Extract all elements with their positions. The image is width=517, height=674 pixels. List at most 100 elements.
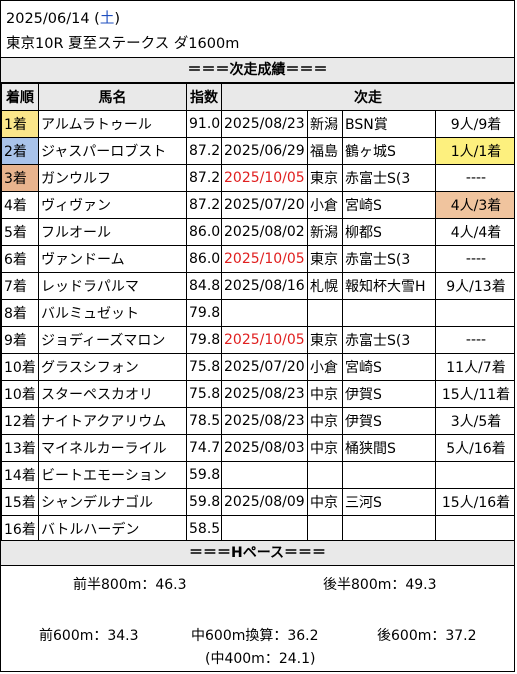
next-race-name: 伊賀S xyxy=(342,380,436,408)
horse-name: マイネルカーライル xyxy=(38,434,187,462)
speed-index: 74.7 xyxy=(186,434,222,462)
pace-last-800: 後半800m：49.3 xyxy=(323,577,437,593)
next-race-name xyxy=(342,461,436,489)
horse-name: ビートエモーション xyxy=(38,461,187,489)
table-row: 8着 バルミュゼット 79.8 xyxy=(1,299,514,327)
table-row: 15着 シャンデルナゴル 59.8 2025/08/09 中京 三河S 15人/16着 xyxy=(1,488,514,516)
horse-name: ヴィヴァン xyxy=(38,191,187,219)
next-race-name: BSN賞 xyxy=(342,110,436,138)
next-race-date xyxy=(221,461,308,489)
next-race-result xyxy=(435,515,514,543)
next-race-result: 3人/5着 xyxy=(435,407,514,435)
col-index-header: 指数 xyxy=(186,83,222,111)
next-race-date: 2025/07/20 xyxy=(221,191,308,219)
next-race-date: 2025/08/23 xyxy=(221,110,308,138)
horse-name: スターペスカオリ xyxy=(38,380,187,408)
next-race-result: 9人/9着 xyxy=(435,110,514,138)
next-race-track: 東京 xyxy=(307,245,343,273)
col-order-header: 着順 xyxy=(1,83,39,111)
finish-order: 15着 xyxy=(1,488,39,516)
speed-index: 87.2 xyxy=(186,191,222,219)
next-race-name xyxy=(342,515,436,543)
col-horse-header: 馬名 xyxy=(38,83,187,111)
next-race-result: ---- xyxy=(435,326,514,354)
horse-name: グラスシフォン xyxy=(38,353,187,381)
table-row: 3着 ガンウルフ 87.2 2025/10/05 東京 赤富士S(3 ---- xyxy=(1,164,514,192)
finish-order: 10着 xyxy=(1,380,39,408)
finish-order: 16着 xyxy=(1,515,39,543)
next-race-date: 2025/10/05 xyxy=(221,326,308,354)
next-race-result: ---- xyxy=(435,164,514,192)
race-date: 2025/06/14 (土) xyxy=(6,7,120,28)
table-row: 13着 マイネルカーライル 74.7 2025/08/03 中京 桶狭間S 5人/16着 xyxy=(1,434,514,462)
next-race-track xyxy=(307,515,343,543)
horse-name: アルムラトゥール xyxy=(38,110,187,138)
horse-name: シャンデルナゴル xyxy=(38,488,187,516)
next-race-track: 中京 xyxy=(307,407,343,435)
speed-index: 87.2 xyxy=(186,137,222,165)
next-race-name: 赤富士S(3 xyxy=(342,164,436,192)
speed-index: 86.0 xyxy=(186,245,222,273)
horse-name: レッドラパルマ xyxy=(38,272,187,300)
speed-index: 58.5 xyxy=(186,515,222,543)
speed-index: 87.2 xyxy=(186,164,222,192)
next-race-track: 小倉 xyxy=(307,353,343,381)
race-date-prefix: 2025/06/14 ( xyxy=(6,11,100,27)
next-race-date: 2025/10/05 xyxy=(221,245,308,273)
next-race-track: 東京 xyxy=(307,164,343,192)
next-race-result: 1人/1着 xyxy=(435,137,514,165)
table-row: 14着 ビートエモーション 59.8 xyxy=(1,461,514,489)
speed-index: 86.0 xyxy=(186,218,222,246)
table-row: 12着 ナイトアクアリウム 78.5 2025/08/23 中京 伊賀S 3人/5着 xyxy=(1,407,514,435)
next-race-date: 2025/08/02 xyxy=(221,218,308,246)
finish-order: 10着 xyxy=(1,353,39,381)
next-race-track xyxy=(307,461,343,489)
speed-index: 59.8 xyxy=(186,488,222,516)
table-row: 1着 アルムラトゥール 91.0 2025/08/23 新潟 BSN賞 9人/9着 xyxy=(1,110,514,138)
table-row: 2着 ジャスパーロブスト 87.2 2025/06/29 福島 鶴ヶ城S 1人/1着 xyxy=(1,137,514,165)
table-row: 9着 ジョディーズマロン 79.8 2025/10/05 東京 赤富士S(3 ---- xyxy=(1,326,514,354)
table-row: 10着 グラスシフォン 75.8 2025/07/20 小倉 宮崎S 11人/7着 xyxy=(1,353,514,381)
next-race-result: 5人/16着 xyxy=(435,434,514,462)
finish-order: 9着 xyxy=(1,326,39,354)
finish-order: 5着 xyxy=(1,218,39,246)
next-race-date: 2025/07/20 xyxy=(221,353,308,381)
next-race-track xyxy=(307,299,343,327)
horse-name: ジョディーズマロン xyxy=(38,326,187,354)
speed-index: 79.8 xyxy=(186,326,222,354)
horse-name: ナイトアクアリウム xyxy=(38,407,187,435)
next-race-date xyxy=(221,299,308,327)
results-section-title: ＝＝＝次走成績＝＝＝ xyxy=(1,57,514,83)
next-race-name: 鶴ヶ城S xyxy=(342,137,436,165)
race-title: 東京10R 夏至ステークス ダ1600m xyxy=(6,36,240,52)
next-race-track: 福島 xyxy=(307,137,343,165)
next-race-name: 宮崎S xyxy=(342,191,436,219)
next-race-track: 新潟 xyxy=(307,218,343,246)
next-race-track: 小倉 xyxy=(307,191,343,219)
table-row: 4着 ヴィヴァン 87.2 2025/07/20 小倉 宮崎S 4人/3着 xyxy=(1,191,514,219)
next-race-result xyxy=(435,299,514,327)
horse-name: バルミュゼット xyxy=(38,299,187,327)
speed-index: 84.8 xyxy=(186,272,222,300)
pace-section-title: ＝＝＝Hペース＝＝＝ xyxy=(1,540,514,566)
race-date-suffix: ) xyxy=(114,11,121,27)
next-race-name: 三河S xyxy=(342,488,436,516)
speed-index: 78.5 xyxy=(186,407,222,435)
next-race-result: 15人/11着 xyxy=(435,380,514,408)
pace-first-600: 前600m：34.3 xyxy=(39,628,139,644)
table-row: 6着 ヴァンドーム 86.0 2025/10/05 東京 赤富士S(3 ---- xyxy=(1,245,514,273)
next-race-track: 中京 xyxy=(307,434,343,462)
next-race-date: 2025/08/23 xyxy=(221,380,308,408)
next-race-date: 2025/08/23 xyxy=(221,407,308,435)
finish-order: 2着 xyxy=(1,137,39,165)
speed-index: 75.8 xyxy=(186,380,222,408)
next-race-result: 4人/3着 xyxy=(435,191,514,219)
next-race-name: 柳都S xyxy=(342,218,436,246)
pace-mid-600: 中600m換算：36.2 xyxy=(191,628,319,644)
finish-order: 7着 xyxy=(1,272,39,300)
horse-name: ガンウルフ xyxy=(38,164,187,192)
pace-first-800: 前半800m：46.3 xyxy=(73,577,187,593)
next-race-date: 2025/06/29 xyxy=(221,137,308,165)
horse-name: バトルハーデン xyxy=(38,515,187,543)
